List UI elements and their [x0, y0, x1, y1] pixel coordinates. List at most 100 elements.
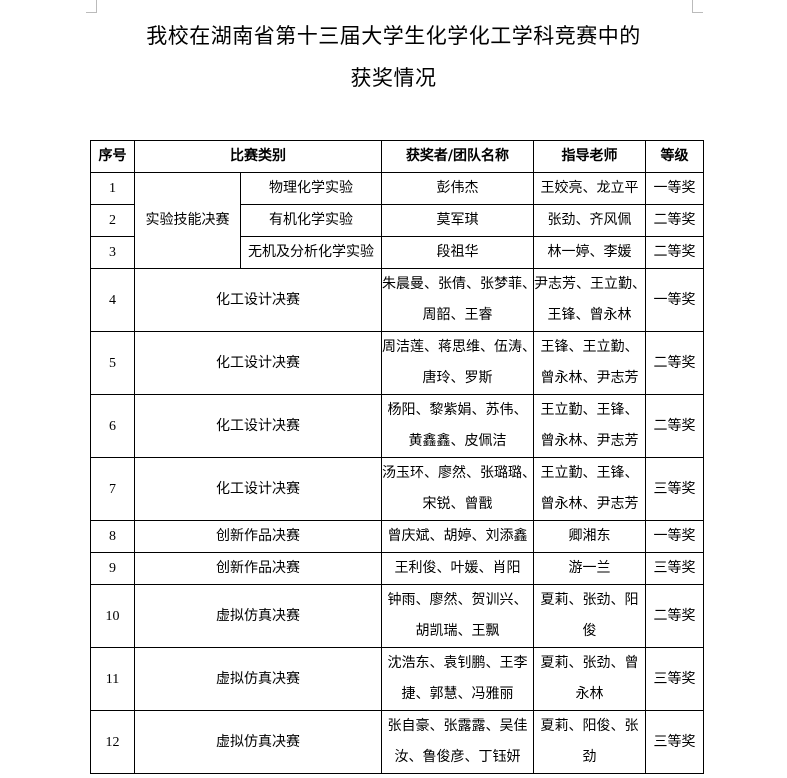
table-row: 7 化工设计决赛 汤玉环、廖然、张璐璐、 宋锐、曾戬 王立勤、王锋、 曾永林、尹志芳 三等奖 [90, 457, 704, 521]
cell-winner: 周洁莲、蒋思维、伍涛、 唐玲、罗斯 [381, 331, 534, 395]
table-row: 1 实验技能决赛 物理化学实验 彭伟杰 王姣亮、龙立平 一等奖 [90, 172, 704, 269]
advisor-line: 林一婷、李媛 [547, 244, 632, 260]
cell-advisor: 王姣亮、龙立平 [533, 172, 646, 205]
advisor-line: 永林 [575, 686, 604, 702]
cell-category: 虚拟仿真决赛 [134, 647, 382, 711]
cell-subcategory: 物理化学实验 [240, 172, 382, 205]
advisor-line: 曾永林、尹志芳 [540, 433, 639, 449]
advisor-line: 夏莉、张劲、曾 [540, 655, 639, 671]
winner-line: 朱晨曼、张倩、张梦菲、 [382, 276, 534, 292]
winner-line: 曾庆斌、胡婷、刘添鑫 [387, 528, 528, 544]
cell-no: 2 [90, 204, 135, 237]
cell-advisor: 卿湘东 [533, 520, 646, 553]
awards-table: 序号 比赛类别 获奖者/团队名称 指导老师 等级 1 实验技能决赛 物理化学实验 彭伟… [90, 140, 704, 774]
winner-line: 张自豪、张露露、吴佳 [387, 718, 528, 734]
advisor-line: 游一兰 [568, 560, 611, 576]
advisor-line: 卿湘东 [568, 528, 611, 544]
cell-winner: 汤玉环、廖然、张璐璐、 宋锐、曾戬 [381, 457, 534, 521]
cell-winner: 张自豪、张露露、吴佳 汝、鲁俊彦、丁钰妍 [381, 710, 534, 774]
cell-winner: 沈浩东、袁钊鹏、王李 捷、郭慧、冯雅丽 [381, 647, 534, 711]
cell-grade: 二等奖 [645, 204, 704, 237]
cell-advisor: 夏莉、阳俊、张劲 [533, 710, 646, 774]
cell-no: 12 [90, 710, 135, 774]
winner-line: 沈浩东、袁钊鹏、王李 [387, 655, 528, 671]
table-row: 10 虚拟仿真决赛 钟雨、廖然、贺训兴、 胡凯瑞、王飘 夏莉、张劲、阳俊二等奖 [90, 584, 704, 648]
cell-advisor: 游一兰 [533, 552, 646, 585]
advisor-line: 王锋、曾永林 [547, 307, 632, 323]
advisor-line: 王立勤、王锋、 [540, 402, 639, 418]
table-row: 4 化工设计决赛 朱晨曼、张倩、张梦菲、 周韶、王睿 尹志芳、王立勤、 王锋、曾永林 一等奖 [90, 268, 704, 332]
table-row: 6 化工设计决赛 杨阳、黎紫娟、苏伟、 黄鑫鑫、皮佩洁 王立勤、王锋、 曾永林、尹志芳 二等… [90, 394, 704, 458]
cell-winner: 曾庆斌、胡婷、刘添鑫 [381, 520, 534, 553]
cell-advisor: 张劲、齐风佩 [533, 204, 646, 237]
cell-advisor: 王立勤、王锋、 曾永林、尹志芳 [533, 457, 646, 521]
cell-advisor: 夏莉、张劲、曾 永林 [533, 647, 646, 711]
cell-advisor: 林一婷、李媛 [533, 236, 646, 269]
cell-grade: 二等奖 [645, 394, 704, 458]
table-row: 3 无机及分析化学实验 段祖华 林一婷、李媛 二等奖 [90, 236, 704, 269]
cell-no: 5 [90, 331, 135, 395]
advisor-line: 王锋、王立勤、 [540, 339, 639, 355]
cell-winner: 段祖华 [381, 236, 534, 269]
header-grade: 等级 [645, 140, 704, 173]
table-row: 11 虚拟仿真决赛 沈浩东、袁钊鹏、王李 捷、郭慧、冯雅丽 夏莉、张劲、曾 永林 三等奖 [90, 647, 704, 711]
cell-advisor: 王锋、王立勤、 曾永林、尹志芳 [533, 331, 646, 395]
cell-category: 虚拟仿真决赛 [134, 584, 382, 648]
cell-winner: 彭伟杰 [381, 172, 534, 205]
cell-grade: 一等奖 [645, 520, 704, 553]
cell-no: 4 [90, 268, 135, 332]
cell-category: 虚拟仿真决赛 [134, 710, 382, 774]
cell-category: 化工设计决赛 [134, 268, 382, 332]
document-title-line2: 获奖情况 [350, 66, 437, 90]
header-no: 序号 [90, 140, 135, 173]
page-corner-mark [86, 0, 97, 13]
advisor-line: 曾永林、尹志芳 [540, 496, 639, 512]
winner-line: 段祖华 [436, 244, 479, 260]
cell-grade: 三等奖 [645, 710, 704, 774]
advisor-line: 王姣亮、龙立平 [540, 180, 639, 196]
cell-no: 7 [90, 457, 135, 521]
table-header-row: 序号 比赛类别 获奖者/团队名称 指导老师 等级 [90, 140, 704, 173]
cell-subcategory: 无机及分析化学实验 [240, 236, 382, 269]
winner-line: 捷、郭慧、冯雅丽 [401, 686, 514, 702]
advisor-line: 劲 [582, 749, 597, 765]
cell-winner: 钟雨、廖然、贺训兴、 胡凯瑞、王飘 [381, 584, 534, 648]
winner-line: 胡凯瑞、王飘 [415, 623, 500, 639]
table-row: 12 虚拟仿真决赛 张自豪、张露露、吴佳 汝、鲁俊彦、丁钰妍 夏莉、阳俊、张劲三等奖 [90, 710, 704, 774]
cell-no: 11 [90, 647, 135, 711]
winner-line: 唐玲、罗斯 [422, 370, 493, 386]
winner-line: 汝、鲁俊彦、丁钰妍 [394, 749, 521, 765]
advisor-line: 俊 [582, 623, 597, 639]
cell-no: 1 [90, 172, 135, 205]
cell-grade: 三等奖 [645, 457, 704, 521]
winner-line: 莫军琪 [436, 212, 479, 228]
table-row: 5 化工设计决赛 周洁莲、蒋思维、伍涛、 唐玲、罗斯 王锋、王立勤、 曾永林、尹志芳 二等奖 [90, 331, 704, 395]
cell-grade: 二等奖 [645, 236, 704, 269]
cell-grade: 二等奖 [645, 584, 704, 648]
header-winner: 获奖者/团队名称 [381, 140, 534, 173]
winner-line: 周洁莲、蒋思维、伍涛、 [382, 339, 534, 355]
cell-category: 化工设计决赛 [134, 331, 382, 395]
winner-line: 宋锐、曾戬 [422, 496, 493, 512]
advisor-line: 夏莉、张劲、阳 [540, 592, 639, 608]
cell-category: 创新作品决赛 [134, 520, 382, 553]
table-row: 8 创新作品决赛 曾庆斌、胡婷、刘添鑫 卿湘东 一等奖 [90, 520, 704, 553]
page-corner-mark [692, 0, 703, 13]
cell-no: 9 [90, 552, 135, 585]
winner-line: 王利俊、叶媛、肖阳 [394, 560, 521, 576]
table-row: 2 有机化学实验 莫军琪 张劲、齐风佩 二等奖 [90, 204, 704, 237]
cell-group-category: 实验技能决赛 [134, 172, 241, 269]
cell-category: 化工设计决赛 [134, 394, 382, 458]
cell-subcategory: 有机化学实验 [240, 204, 382, 237]
header-category: 比赛类别 [134, 140, 382, 173]
advisor-line: 张劲、齐风佩 [547, 212, 632, 228]
winner-line: 汤玉环、廖然、张璐璐、 [382, 465, 534, 481]
advisor-line: 王立勤、王锋、 [540, 465, 639, 481]
cell-winner: 王利俊、叶媛、肖阳 [381, 552, 534, 585]
cell-category: 化工设计决赛 [134, 457, 382, 521]
cell-advisor: 尹志芳、王立勤、 王锋、曾永林 [533, 268, 646, 332]
cell-category: 创新作品决赛 [134, 552, 382, 585]
cell-no: 6 [90, 394, 135, 458]
cell-winner: 朱晨曼、张倩、张梦菲、 周韶、王睿 [381, 268, 534, 332]
winner-line: 钟雨、廖然、贺训兴、 [387, 592, 528, 608]
